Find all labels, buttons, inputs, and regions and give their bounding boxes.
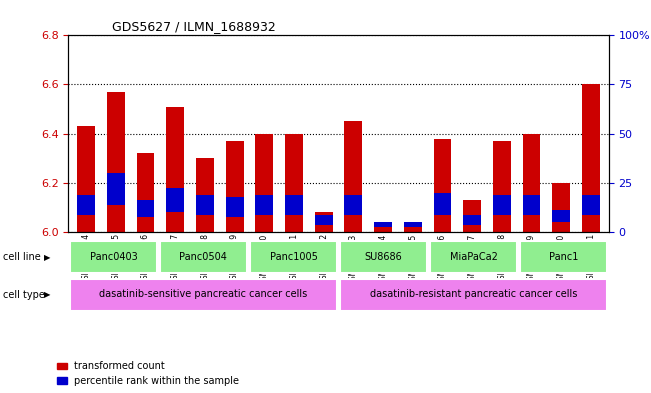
Bar	[582, 195, 600, 215]
Bar	[404, 227, 422, 232]
Legend: transformed count, percentile rank within the sample: transformed count, percentile rank withi…	[57, 361, 240, 386]
Bar	[374, 222, 392, 227]
Bar	[166, 107, 184, 232]
Bar	[70, 241, 157, 274]
Bar	[344, 121, 362, 232]
Bar	[523, 195, 540, 215]
Bar	[196, 158, 214, 232]
Text: Panc1005: Panc1005	[270, 252, 318, 262]
Bar	[196, 195, 214, 215]
Bar	[107, 173, 125, 205]
Bar	[520, 241, 607, 274]
Bar	[315, 212, 333, 232]
Bar	[137, 200, 154, 217]
Bar	[107, 92, 125, 232]
Bar	[226, 141, 243, 232]
Bar	[166, 188, 184, 212]
Bar	[552, 183, 570, 232]
Bar	[464, 215, 481, 224]
Bar	[493, 141, 511, 232]
Bar	[77, 195, 95, 215]
Text: ▶: ▶	[44, 290, 51, 299]
Text: dasatinib-sensitive pancreatic cancer cells: dasatinib-sensitive pancreatic cancer ce…	[100, 289, 307, 299]
Bar	[250, 241, 337, 274]
Bar	[493, 195, 511, 215]
Text: Panc0504: Panc0504	[180, 252, 227, 262]
Bar	[582, 84, 600, 232]
Bar	[255, 134, 273, 232]
Bar	[552, 210, 570, 222]
Bar	[226, 198, 243, 217]
Bar	[160, 241, 247, 274]
Text: GDS5627 / ILMN_1688932: GDS5627 / ILMN_1688932	[111, 20, 275, 33]
Bar	[137, 153, 154, 232]
Bar	[434, 139, 451, 232]
Text: cell line: cell line	[3, 252, 41, 263]
Bar	[285, 195, 303, 215]
Text: MiaPaCa2: MiaPaCa2	[450, 252, 497, 262]
Bar	[430, 241, 517, 274]
Bar	[404, 222, 422, 227]
Bar	[344, 195, 362, 215]
Bar	[464, 200, 481, 232]
Text: Panc1: Panc1	[549, 252, 578, 262]
Bar	[285, 134, 303, 232]
Bar	[340, 279, 607, 310]
Bar	[315, 215, 333, 224]
Text: dasatinib-resistant pancreatic cancer cells: dasatinib-resistant pancreatic cancer ce…	[370, 289, 577, 299]
Text: SU8686: SU8686	[365, 252, 402, 262]
Bar	[77, 126, 95, 232]
Text: cell type: cell type	[3, 290, 45, 300]
Bar	[523, 134, 540, 232]
Text: ▶: ▶	[44, 253, 51, 262]
Bar	[340, 241, 427, 274]
Bar	[70, 279, 337, 310]
Bar	[434, 193, 451, 215]
Bar	[374, 224, 392, 232]
Text: Panc0403: Panc0403	[89, 252, 137, 262]
Bar	[255, 195, 273, 215]
